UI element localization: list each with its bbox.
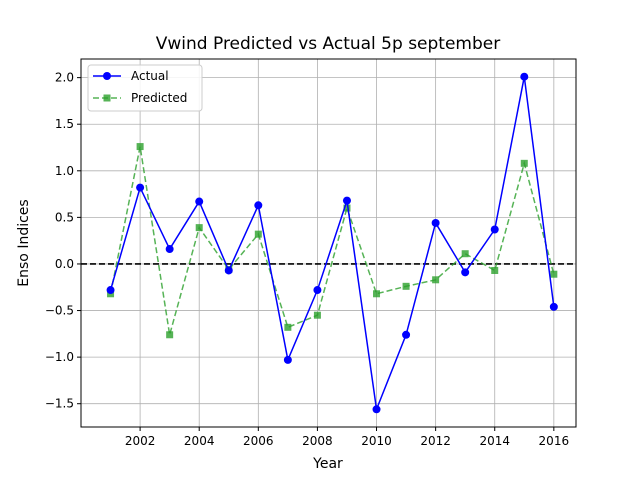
x-tick-label: 2002: [125, 434, 156, 448]
actual-point: [372, 405, 381, 414]
predicted-point: [432, 276, 440, 284]
x-tick-label: 2006: [243, 434, 274, 448]
chart-title: Vwind Predicted vs Actual 5p september: [156, 34, 500, 54]
y-tick-label: 0.0: [55, 257, 74, 271]
legend: Actual Predicted: [87, 64, 203, 112]
predicted-point: [313, 311, 321, 319]
y-tick-label: 0.5: [55, 210, 74, 224]
actual-point: [165, 245, 174, 254]
actual-point: [224, 266, 233, 275]
series-layer: [106, 72, 558, 414]
x-axis-ticks: 2002 2004 2006 2008 2010 2012 2014 2016: [125, 427, 569, 448]
x-axis-label: Year: [312, 456, 343, 472]
actual-point: [106, 286, 115, 295]
predicted-point: [373, 290, 381, 298]
y-axis-label: Enso Indices: [16, 199, 32, 286]
predicted-point: [550, 270, 558, 278]
y-tick-label: 1.0: [55, 164, 74, 178]
y-tick-label: −1.5: [45, 397, 74, 411]
predicted-line: [109, 146, 555, 335]
actual-point: [490, 225, 499, 234]
predicted-point: [343, 204, 351, 212]
actual-point: [342, 196, 351, 205]
actual-point: [254, 201, 263, 210]
x-tick-label: 2004: [184, 434, 215, 448]
actual-point: [402, 330, 411, 339]
actual-point: [136, 183, 145, 192]
x-tick-label: 2008: [302, 434, 333, 448]
actual-point: [195, 197, 204, 206]
x-tick-label: 2014: [479, 434, 510, 448]
legend-predicted-label: Predicted: [131, 91, 187, 105]
legend-actual-label: Actual: [131, 69, 169, 83]
predicted-point: [461, 250, 469, 258]
actual-point: [283, 355, 292, 364]
predicted-point: [254, 230, 262, 238]
actual-point: [549, 302, 558, 311]
x-tick-label: 2010: [361, 434, 392, 448]
y-tick-label: −0.5: [45, 304, 74, 318]
predicted-point: [491, 266, 499, 274]
actual-point: [520, 72, 529, 81]
legend-actual-marker: [103, 72, 111, 80]
x-tick-label: 2016: [539, 434, 570, 448]
predicted-point: [284, 323, 292, 331]
predicted-point: [166, 331, 174, 339]
predicted-point: [136, 143, 144, 151]
actual-line: [109, 76, 555, 413]
axes-frame: [80, 58, 577, 428]
legend-predicted-marker: [103, 94, 111, 102]
y-tick-label: −1.0: [45, 350, 74, 364]
actual-series: [106, 72, 558, 414]
y-tick-label: 1.5: [55, 117, 74, 131]
actual-point: [431, 218, 440, 227]
x-tick-label: 2012: [420, 434, 451, 448]
actual-point: [461, 268, 470, 277]
grid-lines: [81, 59, 576, 427]
predicted-point: [520, 159, 528, 167]
y-axis-ticks: −1.5 −1.0 −0.5 0.0 0.5 1.0 1.5 2.0: [45, 71, 81, 411]
predicted-point: [402, 282, 410, 290]
predicted-point: [195, 224, 203, 232]
actual-point: [313, 286, 322, 295]
y-tick-label: 2.0: [55, 71, 74, 85]
